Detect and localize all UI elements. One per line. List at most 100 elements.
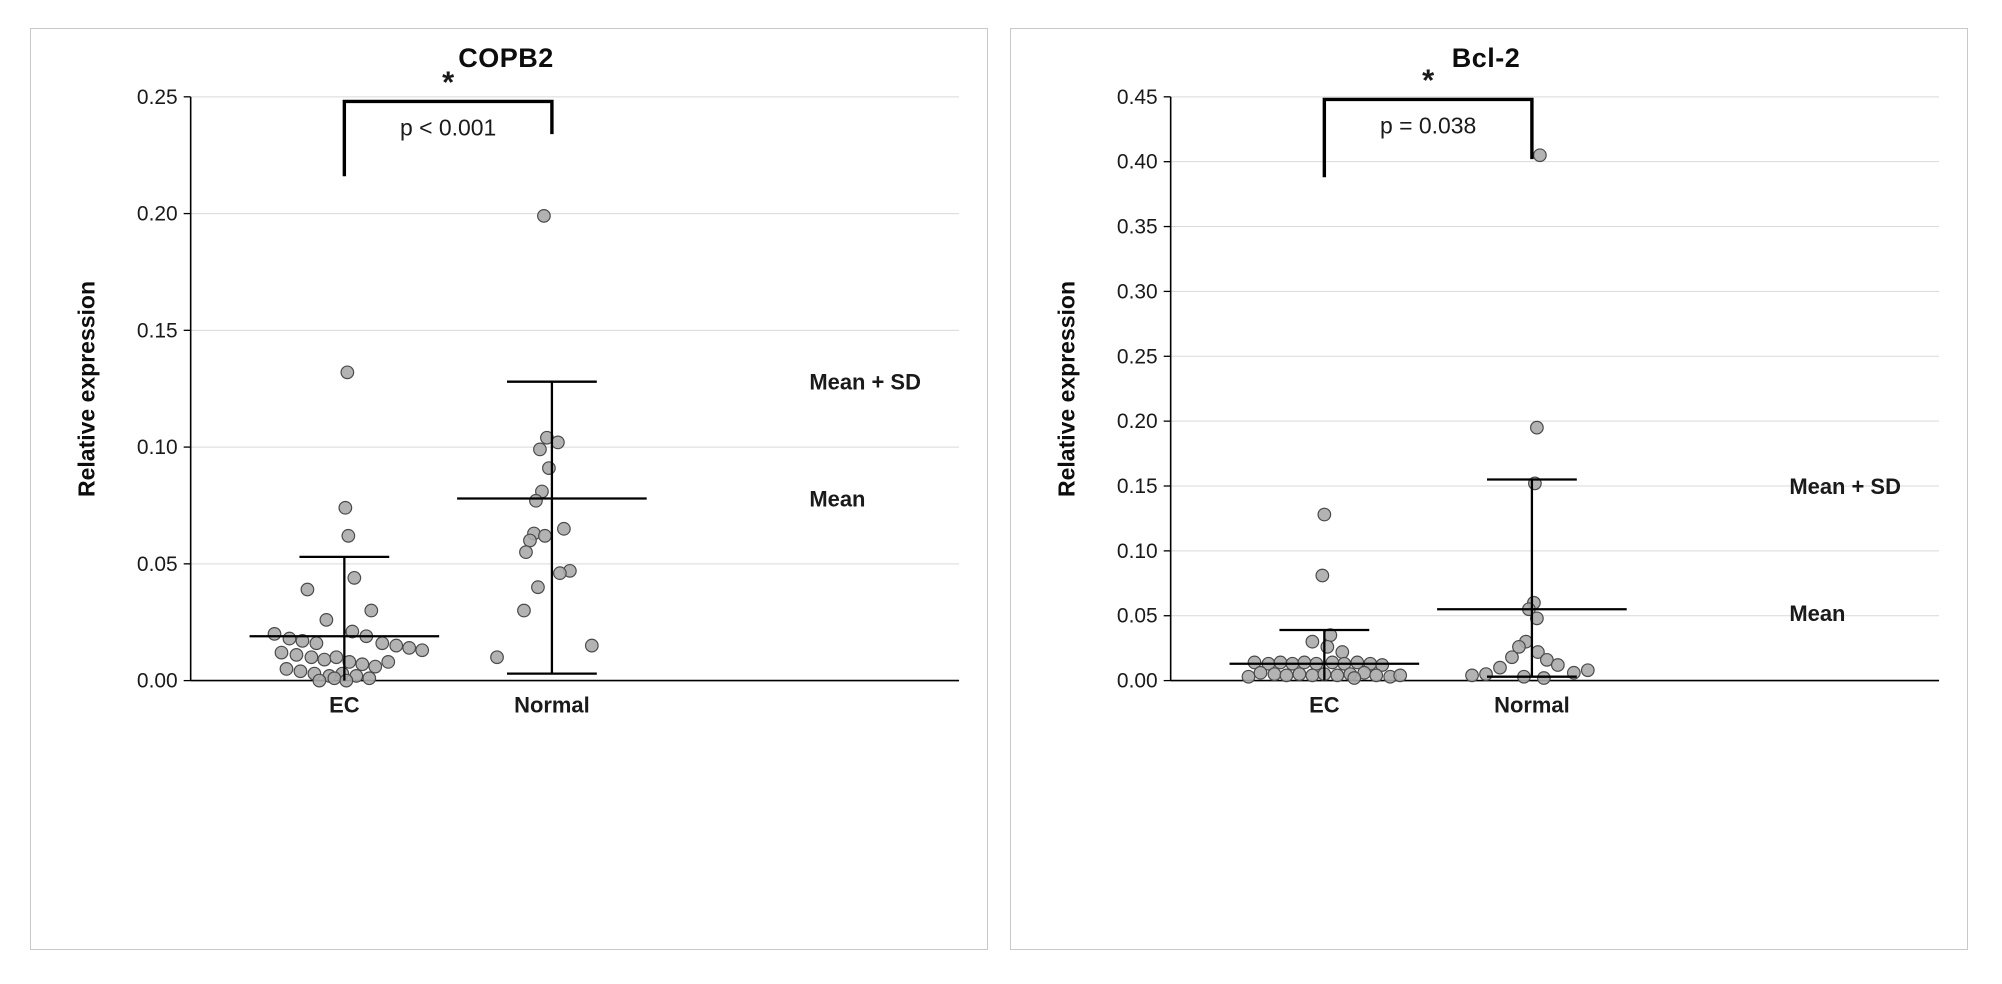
data-point (381, 655, 396, 669)
data-point (1297, 655, 1312, 670)
y-tick-label: 0.05 (1117, 605, 1158, 628)
y-tick-label: 0.25 (137, 86, 178, 109)
data-point (1320, 639, 1335, 654)
chart-title-bcl2: Bcl-2 (1451, 43, 1521, 73)
data-point (415, 643, 430, 658)
data-point (1530, 611, 1544, 626)
data-point (340, 365, 355, 380)
chart-title-copb2: COPB2 (458, 43, 554, 73)
copb2-chart-panel: 0.00 0.05 0.10 0.15 0.20 0.25 EC Normal * p < 0.0… (30, 28, 988, 950)
data-point (375, 636, 390, 651)
data-point (1315, 568, 1330, 583)
data-point (529, 493, 543, 508)
data-point (1305, 634, 1320, 649)
significance-star: * (442, 65, 454, 100)
y-tick-label: 0.30 (1117, 280, 1158, 303)
copb2-scatter-chart: 0.00 0.05 0.10 0.15 0.20 0.25 EC Normal * p < 0.0… (137, 65, 960, 718)
data-point (1533, 148, 1547, 163)
data-point (338, 500, 353, 515)
annotation-label: Mean (1789, 601, 1845, 626)
data-point (531, 580, 545, 595)
data-point (312, 673, 327, 688)
data-point (1512, 639, 1526, 654)
data-point (519, 545, 533, 560)
data-point (1279, 668, 1294, 683)
data-point (1479, 667, 1493, 681)
y-tick-label: 0.00 (1117, 670, 1158, 693)
data-point (1273, 655, 1288, 670)
data-point (389, 638, 404, 653)
y-tick-label: 0.20 (137, 203, 178, 226)
data-point (304, 650, 319, 665)
data-point (1465, 668, 1479, 683)
y-tick-label: 0.10 (137, 436, 178, 459)
data-point (1347, 671, 1362, 685)
data-point (556, 521, 571, 536)
data-point (1505, 650, 1519, 665)
data-point (542, 461, 556, 475)
data-point (584, 638, 599, 653)
significance-bracket (342, 99, 554, 177)
data-point (490, 650, 504, 665)
y-tick-label: 0.25 (1117, 345, 1158, 368)
data-point (551, 435, 565, 450)
data-point (279, 662, 294, 676)
data-point (553, 566, 567, 581)
data-point (1267, 667, 1282, 681)
y-tick-label: 0.05 (137, 553, 178, 576)
data-point (355, 657, 370, 672)
data-point (1393, 668, 1408, 683)
x-category-label: Normal (1494, 693, 1570, 718)
data-point (1241, 669, 1256, 684)
x-category-label: EC (329, 693, 360, 718)
data-point (1292, 667, 1307, 681)
data-point (1335, 645, 1350, 659)
data-point (319, 613, 334, 627)
data-point (517, 603, 531, 618)
significance-star: * (1422, 62, 1434, 97)
data-point (267, 627, 282, 641)
data-point (1325, 655, 1340, 670)
data-point (339, 673, 354, 688)
bcl2-chart-panel: 0.00 0.05 0.10 0.15 0.20 0.25 0.30 0.35 0.40 0.45… (1010, 28, 1968, 950)
y-tick-label: 0.40 (1117, 151, 1158, 174)
annotation-label: Mean + SD (1789, 474, 1901, 499)
data-point (1317, 507, 1332, 522)
data-point (364, 603, 379, 618)
data-point (1375, 658, 1390, 672)
x-category-label: EC (1309, 693, 1340, 718)
data-point (1369, 668, 1384, 683)
data-point (317, 652, 332, 667)
y-tick-label: 0.35 (1117, 216, 1158, 239)
data-point (533, 442, 547, 457)
data-point (1493, 660, 1507, 675)
data-point (1530, 420, 1544, 435)
y-tick-label: 0.10 (1117, 540, 1158, 563)
data-point (295, 634, 310, 648)
y-tick-label: 0.00 (137, 670, 178, 693)
significance-bracket (1322, 97, 1534, 178)
data-point (293, 664, 308, 679)
x-category-label: Normal (514, 693, 590, 718)
data-point (523, 533, 537, 548)
annotation-label: Mean (809, 486, 865, 511)
data-point (538, 528, 552, 543)
data-point (1580, 663, 1595, 678)
data-point (1330, 668, 1345, 683)
data-point (368, 659, 383, 674)
data-point (537, 209, 551, 223)
data-point (1305, 668, 1320, 683)
y-tick-label: 0.15 (1117, 475, 1158, 498)
y-axis-title: Relative expression (73, 280, 100, 498)
data-point (282, 631, 297, 646)
data-point (274, 645, 289, 660)
bcl2-scatter-chart: 0.00 0.05 0.10 0.15 0.20 0.25 0.30 0.35 0.40 0.45… (1117, 62, 1940, 718)
data-point (1539, 652, 1554, 667)
data-point (1536, 671, 1551, 685)
annotation-label: Mean + SD (809, 370, 921, 395)
data-point (362, 671, 377, 686)
data-point (402, 641, 417, 655)
y-tick-label: 0.15 (137, 319, 178, 342)
data-point (300, 582, 315, 597)
